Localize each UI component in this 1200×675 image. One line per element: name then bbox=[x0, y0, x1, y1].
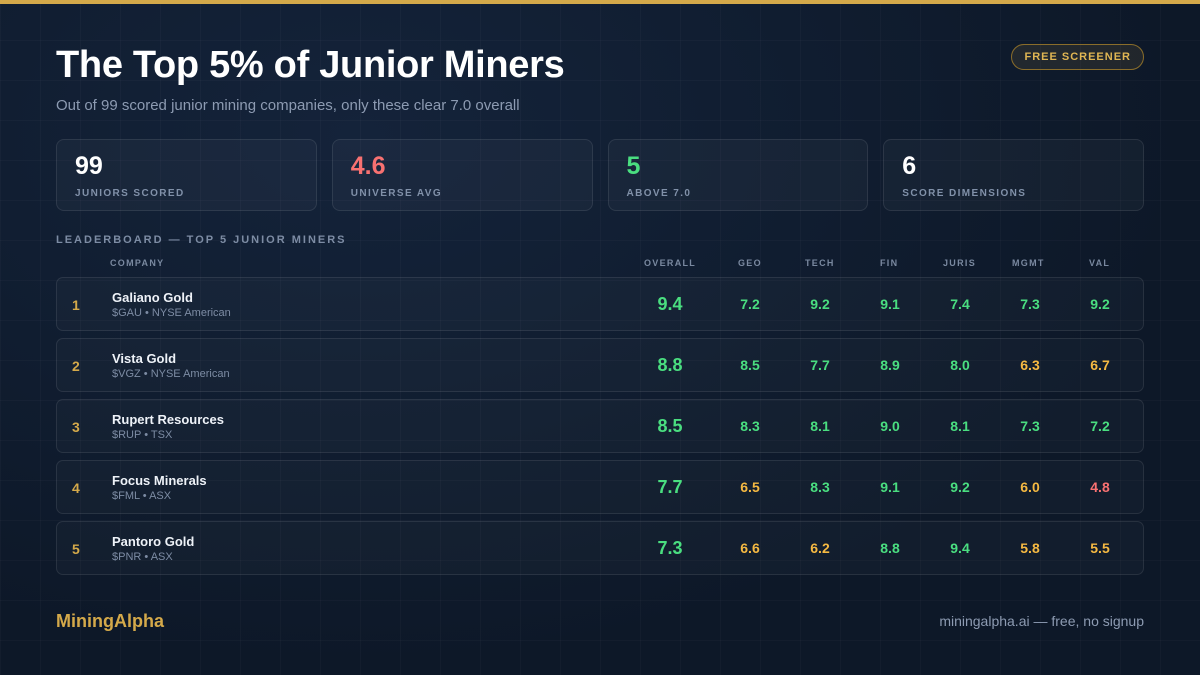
accent-top-bar bbox=[0, 0, 1200, 4]
stat-label: ABOVE 7.0 bbox=[626, 188, 692, 199]
leaderboard-label: LEADERBOARD — TOP 5 JUNIOR MINERS bbox=[56, 234, 347, 246]
rank-number: 2 bbox=[72, 358, 80, 374]
score-mgmt: 5.8 bbox=[1020, 540, 1040, 556]
stat-value: 99 bbox=[75, 152, 103, 180]
score-fin: 8.9 bbox=[880, 357, 900, 373]
score-mgmt: 7.3 bbox=[1020, 418, 1040, 434]
score-val: 6.7 bbox=[1090, 357, 1110, 373]
score-fin: 9.0 bbox=[880, 418, 900, 434]
score-geo: 7.2 bbox=[740, 296, 760, 312]
stat-value: 5 bbox=[626, 152, 641, 180]
header-val: VAL bbox=[1089, 258, 1111, 268]
table-row[interactable]: 1 Galiano Gold $GAU • NYSE American 9.4 7… bbox=[56, 277, 1144, 331]
score-tech: 6.2 bbox=[810, 540, 830, 556]
score-val: 5.5 bbox=[1090, 540, 1110, 556]
score-val: 4.8 bbox=[1090, 479, 1110, 495]
score-overall: 7.3 bbox=[657, 538, 683, 558]
stat-label: UNIVERSE AVG bbox=[350, 188, 443, 199]
score-geo: 6.5 bbox=[740, 479, 760, 495]
table-row[interactable]: 4 Focus Minerals $FML • ASX 7.7 6.5 8.3 9.1… bbox=[56, 460, 1144, 514]
company-name[interactable]: Focus Minerals bbox=[112, 473, 207, 488]
score-fin: 9.1 bbox=[880, 479, 900, 495]
score-tech: 9.2 bbox=[810, 296, 830, 312]
table-row[interactable]: 2 Vista Gold $VGZ • NYSE American 8.8 8.5… bbox=[56, 338, 1144, 392]
company-ticker: $GAU • NYSE American bbox=[112, 307, 231, 319]
stat-value: 4.6 bbox=[350, 152, 386, 180]
stat-label: SCORE DIMENSIONS bbox=[902, 188, 1027, 199]
score-juris: 7.4 bbox=[950, 296, 970, 312]
rank-number: 3 bbox=[72, 419, 80, 435]
score-mgmt: 6.0 bbox=[1020, 479, 1040, 495]
footer-link[interactable]: miningalpha.ai — free, no signup bbox=[939, 613, 1144, 629]
score-geo: 8.3 bbox=[740, 418, 760, 434]
company-cell: Pantoro Gold $PNR • ASX bbox=[112, 534, 194, 563]
company-cell: Focus Minerals $FML • ASX bbox=[112, 473, 207, 502]
score-val: 9.2 bbox=[1090, 296, 1110, 312]
rank-number: 1 bbox=[72, 297, 80, 313]
score-tech: 8.1 bbox=[810, 418, 830, 434]
score-mgmt: 7.3 bbox=[1020, 296, 1040, 312]
page-subtitle: Out of 99 scored junior mining companies… bbox=[56, 97, 520, 114]
score-tech: 8.3 bbox=[810, 479, 830, 495]
stat-card-above-7: 5 ABOVE 7.0 bbox=[607, 139, 869, 211]
header-fin: FIN bbox=[880, 258, 899, 268]
company-cell: Galiano Gold $GAU • NYSE American bbox=[112, 290, 231, 319]
score-juris: 9.2 bbox=[950, 479, 970, 495]
header-tech: TECH bbox=[805, 258, 835, 268]
table-header: COMPANY OVERALL GEO TECH FIN JURIS MGMT … bbox=[56, 258, 1144, 272]
score-juris: 9.4 bbox=[950, 540, 970, 556]
header-mgmt: MGMT bbox=[1012, 258, 1045, 268]
company-ticker: $PNR • ASX bbox=[112, 551, 173, 563]
score-val: 7.2 bbox=[1090, 418, 1110, 434]
table-row[interactable]: 5 Pantoro Gold $PNR • ASX 7.3 6.6 6.2 8.8 9.… bbox=[56, 521, 1144, 575]
stat-label: JUNIORS SCORED bbox=[75, 188, 185, 199]
score-geo: 8.5 bbox=[740, 357, 760, 373]
header-juris: JURIS bbox=[943, 258, 977, 268]
rank-number: 4 bbox=[72, 480, 80, 496]
company-name[interactable]: Rupert Resources bbox=[112, 412, 224, 427]
score-overall: 8.8 bbox=[657, 355, 683, 375]
stat-card-juniors-scored: 99 JUNIORS SCORED bbox=[56, 139, 317, 211]
score-juris: 8.1 bbox=[950, 418, 970, 434]
company-ticker: $RUP • TSX bbox=[112, 429, 173, 441]
score-overall: 8.5 bbox=[657, 416, 683, 436]
stats-row: 99 JUNIORS SCORED 4.6 UNIVERSE AVG 5 ABO… bbox=[56, 139, 1144, 211]
header-company: COMPANY bbox=[110, 258, 165, 268]
score-geo: 6.6 bbox=[740, 540, 760, 556]
brand-logo[interactable]: MiningAlpha bbox=[56, 611, 164, 631]
company-cell: Vista Gold $VGZ • NYSE American bbox=[112, 351, 230, 380]
leaderboard-table: 1 Galiano Gold $GAU • NYSE American 9.4 7… bbox=[56, 277, 1144, 582]
score-fin: 8.8 bbox=[880, 540, 900, 556]
score-fin: 9.1 bbox=[880, 296, 900, 312]
header-geo: GEO bbox=[738, 258, 762, 268]
company-name[interactable]: Pantoro Gold bbox=[112, 534, 195, 549]
company-name[interactable]: Galiano Gold bbox=[112, 290, 193, 305]
score-juris: 8.0 bbox=[950, 357, 970, 373]
company-ticker: $VGZ • NYSE American bbox=[112, 368, 230, 380]
score-mgmt: 6.3 bbox=[1020, 357, 1040, 373]
company-ticker: $FML • ASX bbox=[112, 490, 172, 502]
score-overall: 9.4 bbox=[657, 294, 683, 314]
page-title: The Top 5% of Junior Miners bbox=[56, 44, 565, 86]
company-cell: Rupert Resources $RUP • TSX bbox=[112, 412, 224, 441]
stat-value: 6 bbox=[902, 152, 917, 180]
score-tech: 7.7 bbox=[810, 357, 830, 373]
company-name[interactable]: Vista Gold bbox=[112, 351, 177, 366]
stat-card-score-dimensions: 6 SCORE DIMENSIONS bbox=[883, 139, 1144, 211]
header-overall: OVERALL bbox=[644, 258, 697, 268]
table-row[interactable]: 3 Rupert Resources $RUP • TSX 8.5 8.3 8.1 9… bbox=[56, 399, 1144, 453]
stat-card-universe-avg: 4.6 UNIVERSE AVG bbox=[331, 139, 593, 211]
free-screener-badge[interactable]: FREE SCREENER bbox=[1011, 44, 1144, 70]
rank-number: 5 bbox=[72, 541, 80, 557]
score-overall: 7.7 bbox=[657, 477, 683, 497]
